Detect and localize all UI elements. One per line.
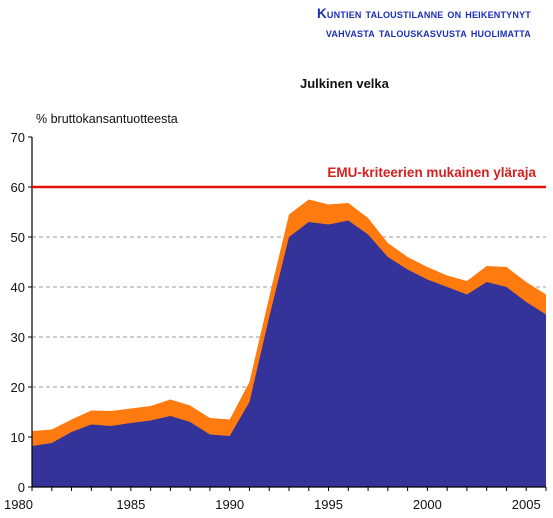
y-tick-label-50: 50 [11, 230, 25, 245]
headline-line-1: Kuntien taloustilanne on heikentynyt [316, 6, 531, 21]
x-tick-label-1990: 1990 [215, 497, 244, 512]
emu-reference-label: EMU-kriteerien mukainen yläraja [327, 165, 536, 180]
y-tick-label-20: 20 [11, 380, 25, 395]
y-tick-label-70: 70 [11, 130, 25, 145]
x-tick-label-1985: 1985 [116, 497, 145, 512]
tick-labels: 0 10 20 30 40 50 60 70 1980 1985 1990 1995 2000 2005 [4, 130, 541, 512]
area-series-0 [32, 220, 546, 487]
chart-title: Julkinen velka [300, 76, 389, 91]
headline-line-2: vahvasta talouskasvusta huolimatta [325, 25, 531, 40]
reference-line-group: EMU-kriteerien mukainen yläraja [32, 165, 546, 189]
y-tick-label-10: 10 [11, 430, 25, 445]
y-tick-label-60: 60 [11, 180, 25, 195]
area-series [32, 199, 546, 487]
headline: Kuntien taloustilanne on heikentynyt vah… [171, 4, 531, 42]
y-tick-label-0: 0 [18, 480, 25, 495]
x-tick-label-1995: 1995 [314, 497, 343, 512]
y-tick-label-40: 40 [11, 280, 25, 295]
x-tick-label-1980: 1980 [4, 497, 33, 512]
y-axis-label: % bruttokansantuotteesta [36, 112, 178, 126]
x-tick-label-2000: 2000 [413, 497, 442, 512]
x-tick-label-2005: 2005 [512, 497, 541, 512]
y-tick-label-30: 30 [11, 330, 25, 345]
axes [28, 136, 547, 491]
